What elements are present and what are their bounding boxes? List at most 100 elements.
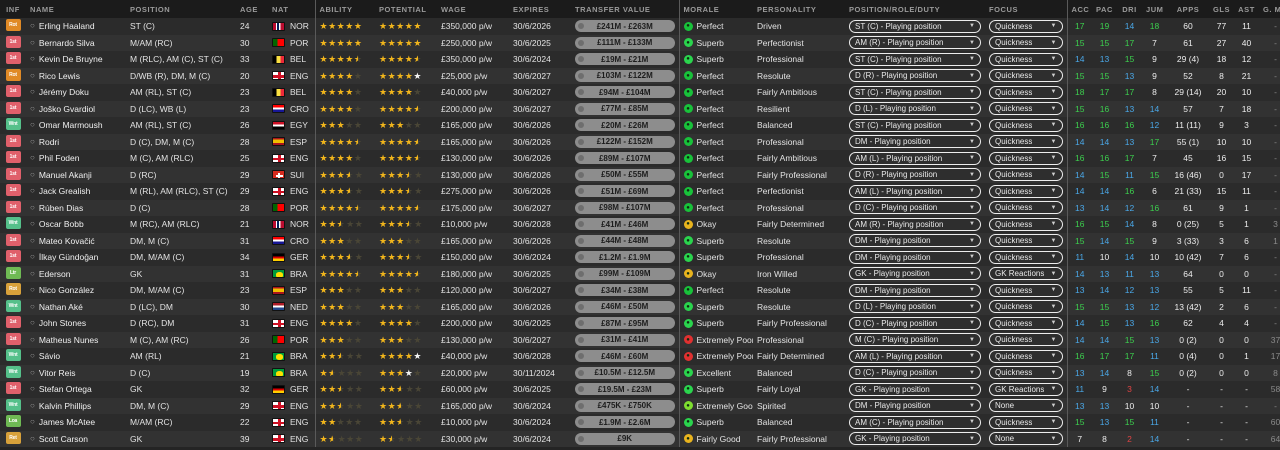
position-role-duty-cell[interactable]: D (R) - Playing position ▼	[845, 68, 985, 85]
focus-dropdown[interactable]: Quickness ▼	[989, 415, 1063, 429]
status-badge[interactable]: 1st	[5, 200, 21, 213]
position-role-duty-dropdown[interactable]: AM (R) - Playing position ▼	[849, 36, 981, 50]
player-name-cell[interactable]: ○ Sávio	[26, 348, 126, 365]
focus-cell[interactable]: Quickness ▼	[985, 183, 1067, 200]
player-transfer-value-cell[interactable]: £51M - £69M	[571, 183, 679, 200]
player-name-cell[interactable]: ○ Ederson	[26, 266, 126, 283]
player-name[interactable]: Rico Lewis	[38, 70, 80, 81]
player-name-cell[interactable]: ○ Jack Grealish	[26, 183, 126, 200]
focus-dropdown[interactable]: Quickness ▼	[989, 19, 1063, 33]
player-status-cell[interactable]: 1st	[0, 134, 26, 151]
focus-cell[interactable]: None ▼	[985, 431, 1067, 448]
status-badge[interactable]: 1st	[5, 184, 21, 197]
position-role-duty-cell[interactable]: GK - Playing position ▼	[845, 431, 985, 448]
focus-dropdown[interactable]: Quickness ▼	[989, 234, 1063, 248]
player-name-cell[interactable]: ○ Jérémy Doku	[26, 84, 126, 101]
player-transfer-value-cell[interactable]: £1.2M - £1.9M	[571, 249, 679, 266]
transfer-value-pill[interactable]: £50M - £55M	[575, 168, 675, 181]
player-name-cell[interactable]: ○ Rodri	[26, 134, 126, 151]
table-row[interactable]: 1st ○ Joško Gvardiol D (LC), WB (L) 23 CRO ★ ★ ★…	[0, 100, 1280, 118]
position-role-duty-cell[interactable]: D (C) - Playing position ▼	[845, 315, 985, 332]
chevron-down-icon[interactable]: ▼	[1050, 353, 1057, 360]
player-name[interactable]: Joško Gvardiol	[38, 103, 96, 114]
chevron-down-icon[interactable]: ▼	[1050, 287, 1057, 294]
focus-dropdown[interactable]: Quickness ▼	[989, 85, 1063, 99]
transfer-value-pill[interactable]: £19M - £21M	[575, 53, 675, 66]
player-status-cell[interactable]: 1st	[0, 150, 26, 167]
position-role-duty-cell[interactable]: DM - Playing position ▼	[845, 249, 985, 266]
player-transfer-value-cell[interactable]: £475K - £750K	[571, 398, 679, 415]
position-role-duty-dropdown[interactable]: D (C) - Playing position ▼	[849, 366, 981, 380]
transfer-value-pill[interactable]: £77M - £85M	[575, 102, 675, 115]
focus-cell[interactable]: Quickness ▼	[985, 299, 1067, 316]
col-header-jum[interactable]: JUM	[1142, 0, 1167, 18]
position-role-duty-cell[interactable]: AM (L) - Playing position ▼	[845, 150, 985, 167]
player-status-cell[interactable]: 1st	[0, 332, 26, 349]
position-role-duty-cell[interactable]: AM (L) - Playing position ▼	[845, 183, 985, 200]
transfer-value-pill[interactable]: £20M - £26M	[575, 119, 675, 132]
position-role-duty-cell[interactable]: GK - Playing position ▼	[845, 266, 985, 283]
player-name[interactable]: James McAtee	[38, 417, 96, 428]
chevron-down-icon[interactable]: ▼	[1050, 221, 1057, 228]
status-badge[interactable]: 1st	[5, 332, 21, 345]
status-badge[interactable]: 1st	[5, 134, 21, 147]
player-status-cell[interactable]: 1st	[0, 183, 26, 200]
player-status-cell[interactable]: 1st	[0, 233, 26, 250]
chevron-down-icon[interactable]: ▼	[969, 386, 975, 393]
position-role-duty-dropdown[interactable]: AM (C) - Playing position ▼	[849, 415, 981, 429]
col-header-position[interactable]: POSITION	[126, 0, 236, 18]
status-badge[interactable]: Wnt	[5, 118, 21, 131]
player-transfer-value-cell[interactable]: £98M - £107M	[571, 200, 679, 217]
status-badge[interactable]: Wnt	[5, 398, 21, 411]
player-status-cell[interactable]: Ret	[0, 431, 26, 448]
player-status-cell[interactable]: 1st	[0, 167, 26, 184]
status-badge[interactable]: Wnt	[5, 365, 21, 378]
player-transfer-value-cell[interactable]: £19M - £21M	[571, 51, 679, 68]
position-role-duty-cell[interactable]: ST (C) - Playing position ▼	[845, 51, 985, 68]
position-role-duty-dropdown[interactable]: D (L) - Playing position ▼	[849, 300, 981, 314]
focus-dropdown[interactable]: Quickness ▼	[989, 118, 1063, 132]
status-badge[interactable]: Ret	[5, 431, 21, 444]
table-row[interactable]: 1st ○ İlkay Gündoğan DM, M/AM (C) 34 GER ★ ★ ★ ★ ★…	[0, 249, 1280, 266]
position-role-duty-cell[interactable]: GK - Playing position ▼	[845, 381, 985, 398]
col-header-acc[interactable]: ACC	[1066, 0, 1092, 18]
player-name[interactable]: Rúben Dias	[38, 202, 84, 213]
transfer-value-pill[interactable]: £98M - £107M	[575, 201, 675, 214]
transfer-value-pill[interactable]: £99M - £109M	[575, 267, 675, 280]
position-role-duty-cell[interactable]: AM (L) - Playing position ▼	[845, 348, 985, 365]
player-transfer-value-cell[interactable]: £46M - £50M	[571, 299, 679, 316]
status-badge[interactable]: 1st	[5, 250, 21, 263]
focus-cell[interactable]: GK Reactions ▼	[985, 266, 1067, 283]
player-status-cell[interactable]: 1st	[0, 51, 26, 68]
position-role-duty-dropdown[interactable]: AM (L) - Playing position ▼	[849, 184, 981, 198]
chevron-down-icon[interactable]: ▼	[1050, 419, 1057, 426]
table-row[interactable]: Loa ○ James McAtee M/AM (RC) 22 ENG ★ ★ ★ ★ ★ ★ ★ ★ ★ ★…	[0, 414, 1280, 431]
player-name-cell[interactable]: ○ Matheus Nunes	[26, 332, 126, 349]
focus-cell[interactable]: Quickness ▼	[985, 365, 1067, 382]
focus-cell[interactable]: Quickness ▼	[985, 134, 1067, 151]
col-header-apps[interactable]: APPS	[1167, 0, 1209, 18]
col-header-transfer-value[interactable]: TRANSFER VALUE	[571, 0, 679, 18]
chevron-down-icon[interactable]: ▼	[1050, 89, 1057, 96]
col-header-wage[interactable]: WAGE	[437, 0, 509, 18]
chevron-down-icon[interactable]: ▼	[969, 23, 975, 30]
player-name[interactable]: John Stones	[38, 318, 87, 329]
position-role-duty-dropdown[interactable]: GK - Playing position ▼	[849, 382, 981, 396]
chevron-down-icon[interactable]: ▼	[969, 56, 975, 63]
player-transfer-value-cell[interactable]: £99M - £109M	[571, 266, 679, 283]
status-badge[interactable]: 1st	[5, 35, 21, 48]
table-row[interactable]: Wnt ○ Nathan Aké D (LC), DM 30 NED ★ ★ ★ ★ ★ ★ ★ ★ ★ ★ £…	[0, 298, 1280, 316]
status-badge[interactable]: Rot	[5, 19, 21, 32]
player-transfer-value-cell[interactable]: £89M - £107M	[571, 150, 679, 167]
table-row[interactable]: 1st ○ John Stones D (RC), DM 31 ENG ★ ★ ★ ★ ★ ★ ★ ★ ★ ★…	[0, 315, 1280, 332]
player-transfer-value-cell[interactable]: £1.9M - £2.6M	[571, 414, 679, 431]
player-status-cell[interactable]: Wnt	[0, 216, 26, 233]
transfer-value-pill[interactable]: £111M - £133M	[575, 36, 675, 49]
table-row[interactable]: 1st ○ Kevin De Bruyne M (RLC), AM (C), ST (…	[0, 51, 1280, 68]
player-name[interactable]: Ederson	[38, 268, 71, 279]
col-header-potential[interactable]: POTENTIAL	[375, 0, 437, 18]
position-role-duty-cell[interactable]: D (L) - Playing position ▼	[845, 101, 985, 118]
position-role-duty-dropdown[interactable]: D (R) - Playing position ▼	[849, 168, 981, 182]
